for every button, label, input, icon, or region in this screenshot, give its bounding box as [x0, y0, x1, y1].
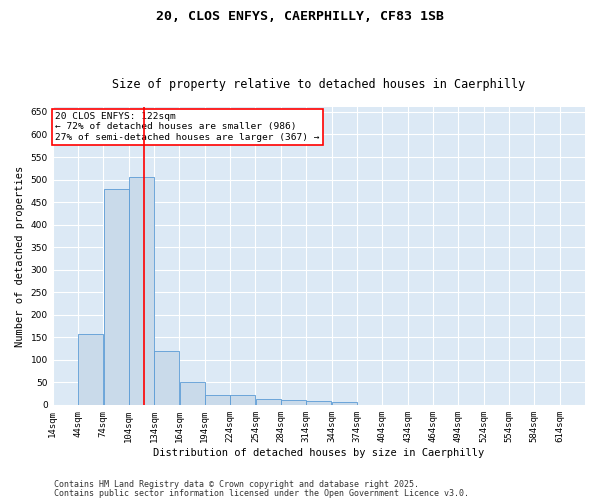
Bar [179, 382, 205, 405]
Bar [256, 400, 281, 405]
Bar [332, 402, 356, 405]
Y-axis label: Number of detached properties: Number of detached properties [15, 166, 25, 347]
Bar [230, 395, 255, 405]
Bar [104, 188, 128, 405]
Bar [205, 395, 230, 405]
Bar [129, 178, 154, 405]
Text: Contains public sector information licensed under the Open Government Licence v3: Contains public sector information licen… [54, 489, 469, 498]
Title: Size of property relative to detached houses in Caerphilly: Size of property relative to detached ho… [112, 78, 526, 91]
Bar [78, 334, 103, 405]
Text: 20 CLOS ENFYS: 122sqm
← 72% of detached houses are smaller (986)
27% of semi-det: 20 CLOS ENFYS: 122sqm ← 72% of detached … [55, 112, 320, 142]
Bar [307, 401, 331, 405]
Bar [281, 400, 306, 405]
X-axis label: Distribution of detached houses by size in Caerphilly: Distribution of detached houses by size … [153, 448, 484, 458]
Bar [154, 351, 179, 405]
Text: Contains HM Land Registry data © Crown copyright and database right 2025.: Contains HM Land Registry data © Crown c… [54, 480, 419, 489]
Text: 20, CLOS ENFYS, CAERPHILLY, CF83 1SB: 20, CLOS ENFYS, CAERPHILLY, CF83 1SB [156, 10, 444, 23]
